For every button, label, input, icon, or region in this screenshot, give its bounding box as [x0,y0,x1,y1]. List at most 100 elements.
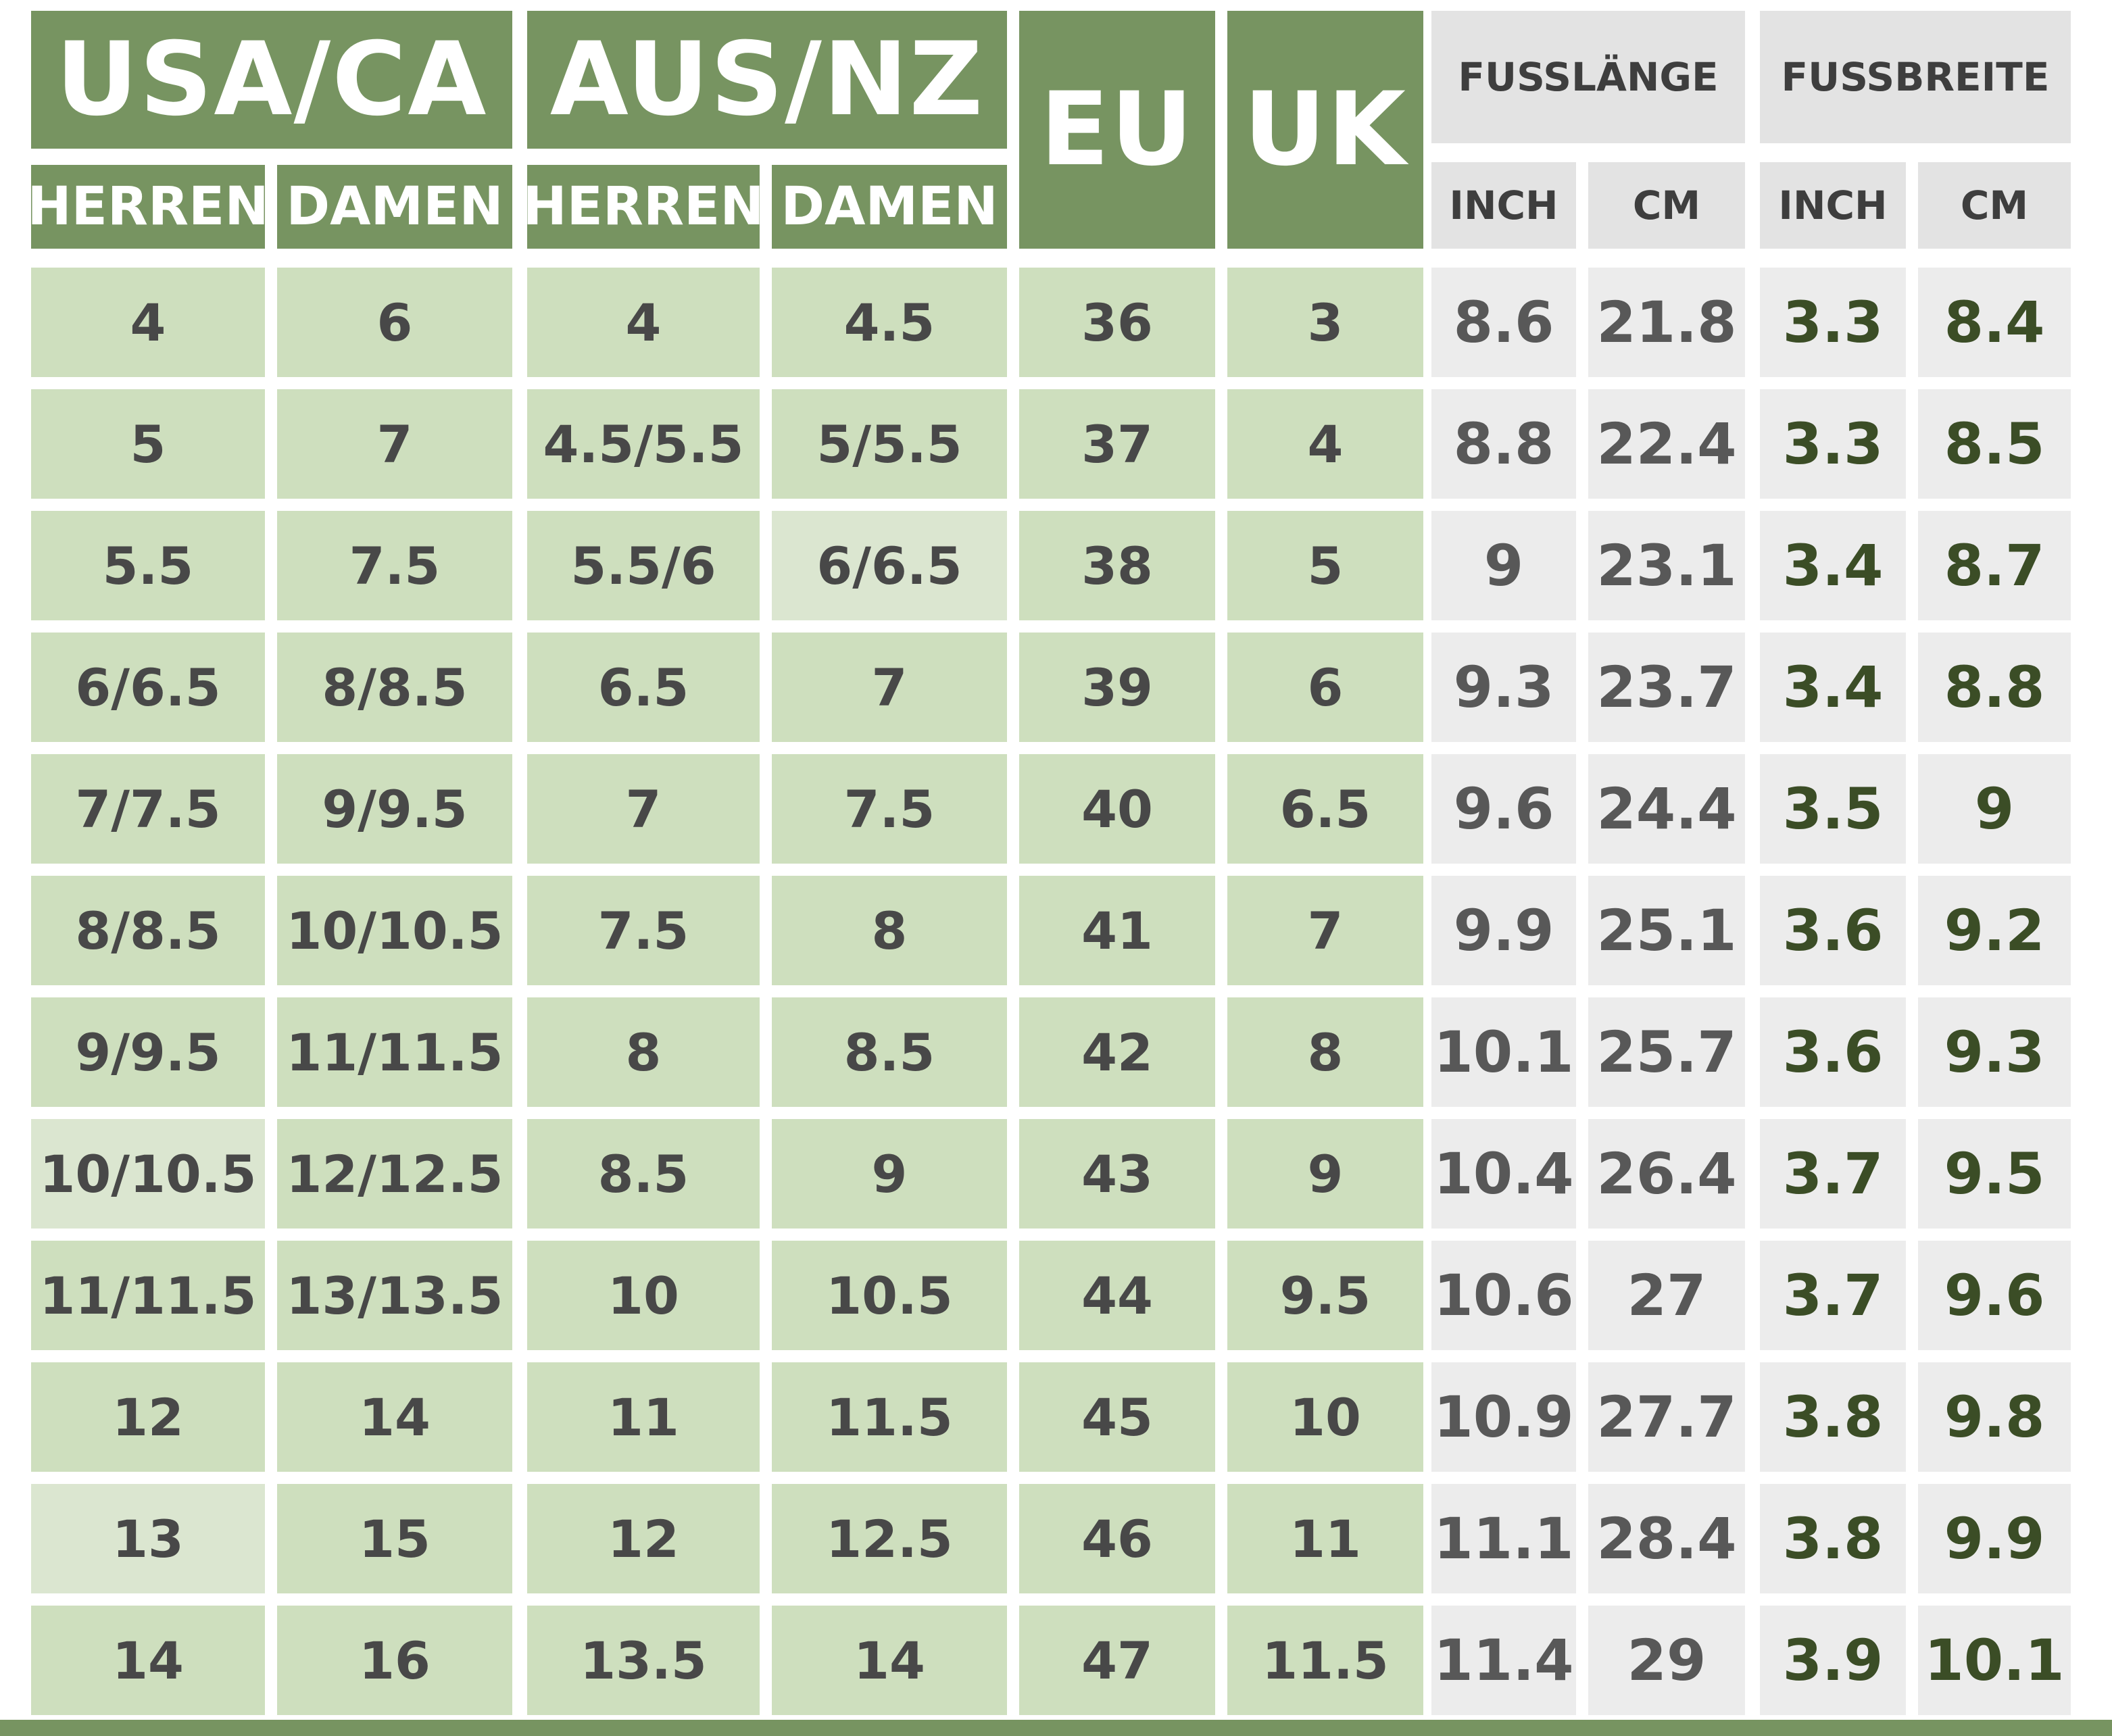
cell-aus-herren: 11 [527,1362,760,1472]
cell-length-cm: 25.1 [1588,876,1745,985]
cell-aus-damen: 7.5 [772,754,1007,864]
cell-uk: 7 [1227,876,1423,985]
cell-length-cm: 27.7 [1588,1362,1745,1472]
cell-usa-herren: 14 [31,1606,265,1715]
cell-eu: 40 [1019,754,1215,864]
cell-length-inch: 10.6 [1431,1241,1576,1350]
cell-usa-herren: 12 [31,1362,265,1472]
header-eu: EU [1019,11,1215,249]
cell-length-inch: 11.4 [1431,1606,1576,1715]
header-usa-ca: USA/CA [31,11,512,149]
cell-width-cm: 9.5 [1918,1119,2071,1229]
cell-aus-damen: 7 [772,633,1007,742]
cell-usa-damen: 8/8.5 [277,633,512,742]
header-fusslaenge: FUSSLÄNGE [1431,11,1745,143]
cell-aus-herren: 13.5 [527,1606,760,1715]
cell-length-cm: 29 [1588,1606,1745,1715]
cell-aus-herren: 12 [527,1484,760,1593]
cell-uk: 9.5 [1227,1241,1423,1350]
cell-aus-damen: 9 [772,1119,1007,1229]
cell-usa-damen: 7.5 [277,511,512,620]
cell-uk: 9 [1227,1119,1423,1229]
cell-eu: 43 [1019,1119,1215,1229]
cell-eu: 45 [1019,1362,1215,1472]
cell-usa-herren: 10/10.5 [31,1119,265,1229]
cell-width-cm: 9.8 [1918,1362,2071,1472]
cell-width-inch: 3.8 [1760,1362,1906,1472]
cell-eu: 38 [1019,511,1215,620]
cell-usa-herren: 13 [31,1484,265,1593]
cell-width-inch: 3.6 [1760,876,1906,985]
cell-length-cm: 22.4 [1588,389,1745,499]
header-aus-damen: DAMEN [772,165,1007,249]
cell-length-inch: 9.6 [1431,754,1576,864]
cell-aus-damen: 8 [772,876,1007,985]
cell-width-cm: 9.2 [1918,876,2071,985]
cell-uk: 8 [1227,997,1423,1107]
cell-width-inch: 3.3 [1760,389,1906,499]
header-fusslaenge-cm: CM [1588,162,1745,249]
header-uk: UK [1227,11,1423,249]
cell-eu: 44 [1019,1241,1215,1350]
cell-aus-damen: 6/6.5 [772,511,1007,620]
header-fussbreite-cm: CM [1918,162,2071,249]
footer-bar [0,1720,2112,1736]
cell-width-cm: 8.7 [1918,511,2071,620]
cell-usa-damen: 14 [277,1362,512,1472]
cell-length-cm: 23.7 [1588,633,1745,742]
cell-aus-herren: 8 [527,997,760,1107]
cell-aus-damen: 10.5 [772,1241,1007,1350]
cell-eu: 47 [1019,1606,1215,1715]
cell-usa-damen: 16 [277,1606,512,1715]
cell-length-inch: 9 [1431,511,1576,620]
cell-length-inch: 10.4 [1431,1119,1576,1229]
cell-length-cm: 28.4 [1588,1484,1745,1593]
cell-aus-herren: 5.5/6 [527,511,760,620]
cell-uk: 3 [1227,268,1423,377]
cell-usa-damen: 15 [277,1484,512,1593]
cell-uk: 11 [1227,1484,1423,1593]
cell-width-cm: 9.9 [1918,1484,2071,1593]
cell-length-cm: 26.4 [1588,1119,1745,1229]
cell-aus-damen: 12.5 [772,1484,1007,1593]
cell-eu: 41 [1019,876,1215,985]
cell-uk: 10 [1227,1362,1423,1472]
cell-aus-herren: 10 [527,1241,760,1350]
cell-width-inch: 3.3 [1760,268,1906,377]
cell-usa-herren: 6/6.5 [31,633,265,742]
cell-width-cm: 9.3 [1918,997,2071,1107]
cell-width-cm: 8.5 [1918,389,2071,499]
cell-eu: 46 [1019,1484,1215,1593]
cell-length-cm: 24.4 [1588,754,1745,864]
cell-usa-herren: 4 [31,268,265,377]
cell-aus-herren: 7.5 [527,876,760,985]
cell-usa-damen: 6 [277,268,512,377]
header-aus-nz: AUS/NZ [527,11,1007,149]
cell-uk: 6 [1227,633,1423,742]
header-usa-damen: DAMEN [277,165,512,249]
cell-eu: 37 [1019,389,1215,499]
header-fussbreite: FUSSBREITE [1760,11,2071,143]
cell-aus-herren: 7 [527,754,760,864]
cell-usa-damen: 12/12.5 [277,1119,512,1229]
cell-length-inch: 10.9 [1431,1362,1576,1472]
cell-aus-herren: 4 [527,268,760,377]
cell-aus-damen: 8.5 [772,997,1007,1107]
cell-uk: 4 [1227,389,1423,499]
cell-length-inch: 10.1 [1431,997,1576,1107]
cell-width-inch: 3.7 [1760,1241,1906,1350]
cell-usa-damen: 11/11.5 [277,997,512,1107]
cell-eu: 36 [1019,268,1215,377]
cell-usa-herren: 5.5 [31,511,265,620]
cell-uk: 5 [1227,511,1423,620]
cell-width-inch: 3.4 [1760,511,1906,620]
cell-usa-damen: 9/9.5 [277,754,512,864]
cell-length-cm: 23.1 [1588,511,1745,620]
cell-width-inch: 3.7 [1760,1119,1906,1229]
cell-width-cm: 10.1 [1918,1606,2071,1715]
cell-width-inch: 3.4 [1760,633,1906,742]
header-aus-herren: HERREN [522,165,764,249]
cell-aus-damen: 5/5.5 [772,389,1007,499]
cell-usa-herren: 9/9.5 [31,997,265,1107]
cell-width-cm: 8.8 [1918,633,2071,742]
